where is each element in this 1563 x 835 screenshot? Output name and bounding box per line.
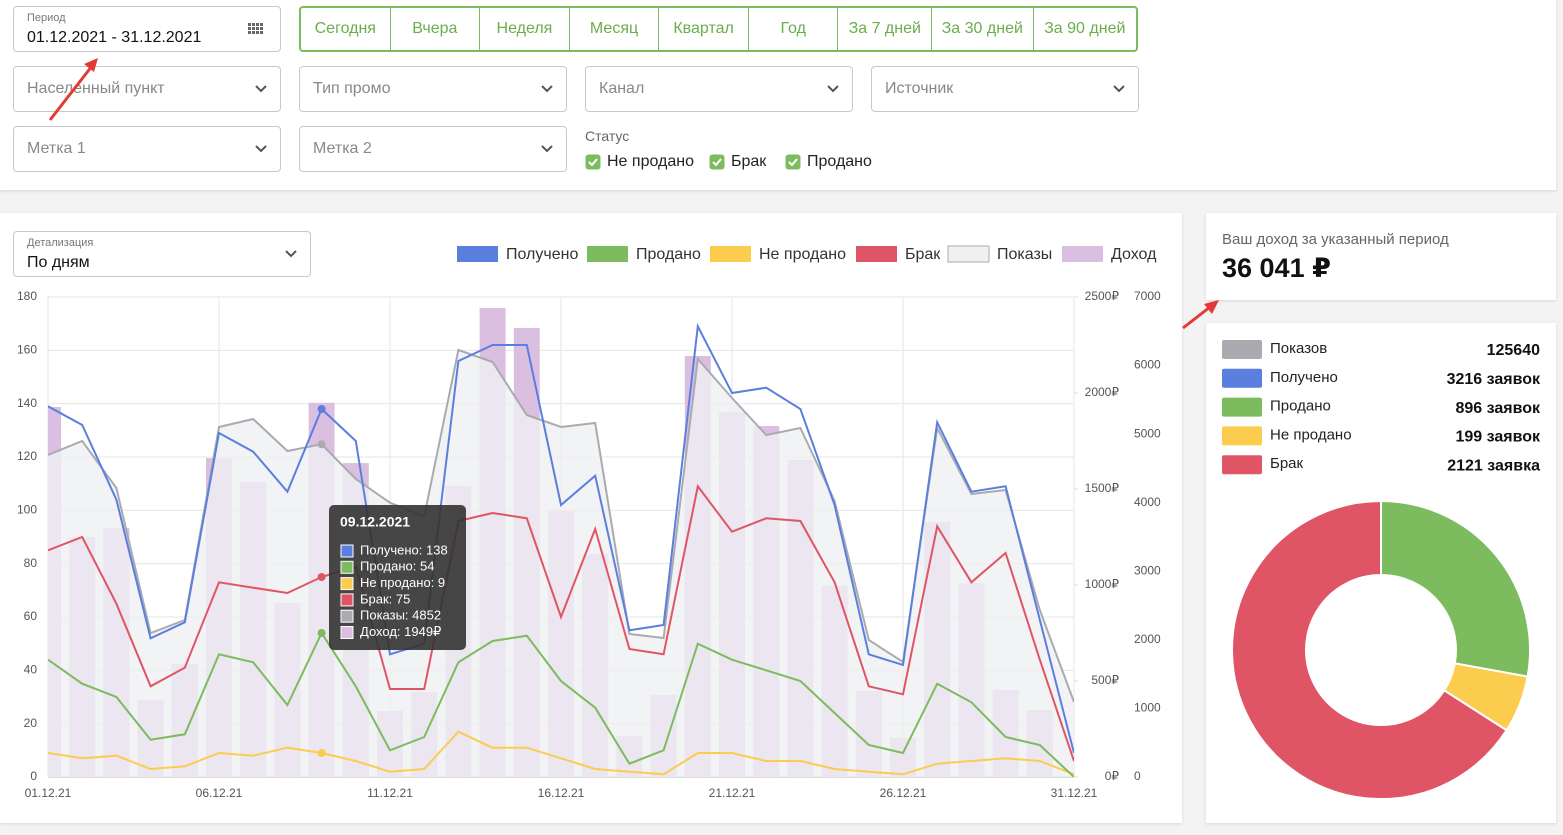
period-label: Период — [27, 12, 66, 24]
chevron — [255, 145, 267, 153]
calendar-icon — [248, 23, 263, 34]
status-option-label: Не продано — [607, 153, 694, 170]
preset-button[interactable]: Неделя — [480, 8, 570, 50]
dropdown-placeholder: Тип промо — [313, 80, 391, 97]
checkbox-icon — [785, 154, 801, 170]
status-option-label: Брак — [731, 153, 767, 170]
status-option-label: Продано — [807, 153, 872, 170]
preset-button[interactable]: Вчера — [391, 8, 481, 50]
stats-card — [1206, 323, 1556, 823]
dropdown-placeholder: Источник — [885, 80, 954, 97]
chevron — [827, 85, 839, 93]
chart-panel — [0, 213, 1182, 823]
dropdown-placeholder: Метка 1 — [27, 140, 86, 157]
dropdown-placeholder: Канал — [599, 80, 645, 97]
dropdown[interactable]: Населенный пункт — [13, 66, 281, 112]
income-value: 36 041 ₽ — [1222, 253, 1331, 283]
preset-button[interactable]: Год — [749, 8, 839, 50]
chevron — [255, 85, 267, 93]
preset-button[interactable]: Квартал — [659, 8, 749, 50]
preset-button[interactable]: За 30 дней — [932, 8, 1034, 50]
dropdown-placeholder: Населенный пункт — [27, 80, 165, 97]
detail-label: Детализация — [27, 237, 94, 249]
preset-button[interactable]: Сегодня — [301, 8, 391, 50]
status-checkbox[interactable]: Брак — [709, 153, 766, 171]
income-card: Ваш доход за указанный период 36 041 ₽ — [1206, 213, 1556, 300]
income-label: Ваш доход за указанный период — [1222, 231, 1449, 248]
detail-value: По дням — [27, 254, 90, 271]
chevron — [285, 250, 297, 258]
period-value: 01.12.2021 - 31.12.2021 — [27, 29, 202, 46]
dropdown[interactable]: Метка 1 — [13, 126, 281, 172]
chevron — [541, 145, 553, 153]
chevron — [1113, 85, 1125, 93]
dropdown-placeholder: Метка 2 — [313, 140, 372, 157]
status-checkbox[interactable]: Не продано — [585, 153, 694, 171]
checkbox-icon — [709, 154, 725, 170]
status-label: Статус — [585, 128, 630, 144]
chevron — [541, 85, 553, 93]
preset-button[interactable]: Месяц — [570, 8, 660, 50]
dropdown[interactable]: Канал — [585, 66, 853, 112]
preset-buttons: Сегодня Вчера Неделя Месяц Квартал Год За 7 дн… — [299, 6, 1138, 52]
preset-button[interactable]: За 7 дней — [838, 8, 933, 50]
dropdown[interactable]: Тип промо — [299, 66, 567, 112]
preset-button[interactable]: За 90 дней — [1044, 20, 1126, 37]
period-input[interactable]: Период 01.12.2021 - 31.12.2021 — [13, 6, 281, 52]
checkbox-icon — [585, 154, 601, 170]
dropdown[interactable]: Метка 2 — [299, 126, 567, 172]
status-checkbox[interactable]: Продано — [785, 153, 872, 171]
detail-select[interactable]: Детализация По дням — [13, 231, 311, 277]
dropdown[interactable]: Источник — [871, 66, 1139, 112]
